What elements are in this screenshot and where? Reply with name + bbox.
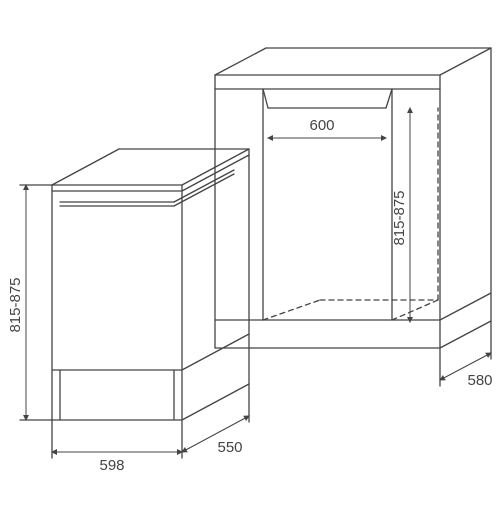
- dim-cabinet-opening-width: 600: [309, 117, 334, 134]
- dimension-diagram: 815-875 598 550 580 815-875 600: [0, 0, 500, 500]
- dim-appliance-height: 815-875: [7, 277, 24, 332]
- dim-cabinet-height: 815-875: [391, 190, 408, 245]
- dim-cabinet-depth: 580: [467, 372, 492, 389]
- dim-appliance-depth: 550: [217, 439, 242, 456]
- dim-appliance-width: 598: [99, 457, 124, 474]
